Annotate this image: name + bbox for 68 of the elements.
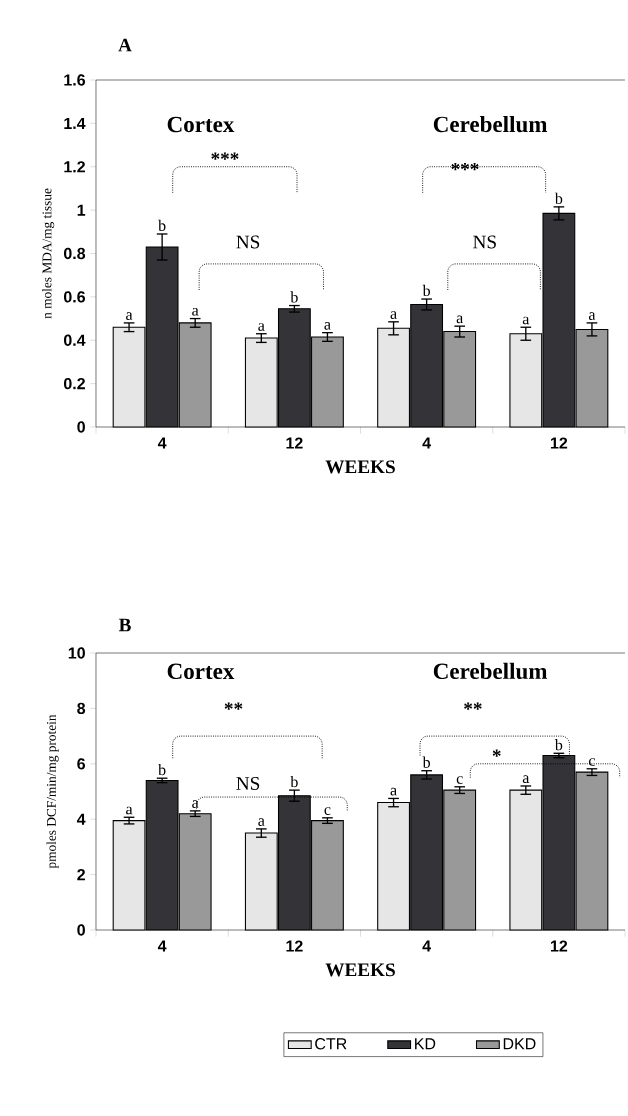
y-tick-label: 1.4 (64, 117, 86, 129)
data-label: a (192, 800, 199, 808)
data-label: b (554, 192, 563, 204)
data-label: c (456, 776, 463, 784)
annotation: *** (211, 152, 239, 160)
annotation: Cortex (167, 663, 235, 680)
y-tick-label: 4 (76, 813, 86, 825)
legend-label: CTR (315, 1038, 347, 1050)
data-label: a (192, 307, 199, 316)
data-label: a (522, 775, 530, 784)
x-tick-label: 12 (550, 940, 568, 952)
x-tick-label: 12 (286, 437, 303, 449)
data-label: a (258, 323, 265, 331)
x-tick-label: 4 (422, 940, 431, 952)
data-label: a (324, 322, 331, 330)
y-tick-label: 0 (77, 924, 85, 936)
x-tick-label: 4 (157, 940, 167, 952)
chart-title: B (118, 618, 131, 632)
y-tick-label: 1.2 (64, 161, 85, 173)
chart-title: A (118, 38, 132, 52)
y-tick-label: 6 (77, 758, 86, 770)
y-tick-label: 1 (77, 204, 86, 216)
annotation: Cerebellum (433, 662, 548, 680)
y-tick-label: 2 (77, 869, 85, 881)
data-label: a (588, 312, 596, 320)
annotation: ** (224, 702, 243, 710)
y-tick-label: 0.8 (63, 247, 86, 260)
x-axis-title: WEEKS (325, 460, 395, 474)
y-axis-title: pmoles DCF/min/mg protein (46, 714, 59, 869)
annotation: Cortex (167, 116, 235, 133)
data-label: c (589, 758, 595, 766)
x-tick-label: 4 (157, 437, 167, 449)
data-label: b (554, 739, 563, 751)
y-tick-label: 0 (77, 421, 85, 433)
annotation: *** (451, 162, 479, 171)
data-label: b (422, 284, 431, 297)
data-label: b (158, 219, 166, 232)
x-tick-label: 12 (550, 437, 568, 449)
annotation: Cerebellum (433, 115, 548, 133)
y-tick-label: 0.6 (63, 291, 86, 303)
y-tick-label: 1.6 (64, 74, 86, 86)
data-label: b (158, 764, 166, 776)
y-tick-label: 0.4 (63, 334, 86, 346)
data-label: a (258, 818, 265, 826)
y-tick-label: 0.2 (63, 377, 85, 390)
annotation: NS (473, 235, 496, 249)
data-label: b (422, 756, 431, 768)
x-axis-title: WEEKS (325, 963, 395, 977)
legend-label: KD (415, 1038, 436, 1050)
data-label: a (456, 315, 464, 324)
annotation: NS (236, 235, 260, 249)
legend-label: DKD (503, 1038, 536, 1050)
data-label: a (126, 312, 133, 320)
data-label: b (290, 291, 298, 303)
data-label: b (290, 775, 298, 788)
data-label: a (390, 787, 397, 796)
y-axis-title: n moles MDA/mg tissue (42, 188, 55, 319)
data-label: a (126, 806, 133, 815)
x-tick-label: 4 (422, 437, 431, 449)
x-tick-label: 12 (286, 940, 303, 952)
y-tick-label: 8 (77, 702, 86, 715)
y-tick-label: 10 (68, 647, 85, 659)
annotation: * (492, 749, 501, 757)
data-label: a (522, 316, 530, 325)
annotation: NS (236, 777, 260, 790)
data-label: c (324, 807, 331, 815)
data-label: a (390, 311, 397, 319)
annotation: ** (464, 702, 482, 710)
